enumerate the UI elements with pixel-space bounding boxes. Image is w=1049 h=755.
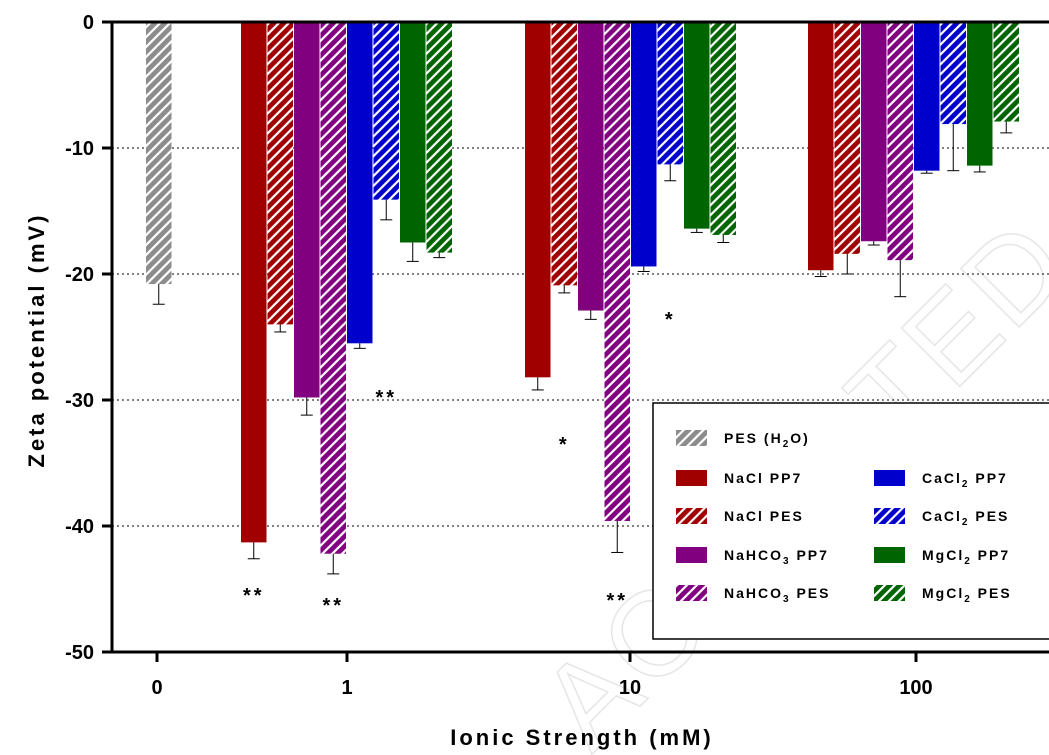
bar — [400, 22, 426, 243]
legend-swatch — [676, 547, 707, 563]
y-tick-label: -40 — [65, 516, 94, 538]
bar — [320, 22, 346, 554]
legend-swatch — [676, 508, 707, 524]
significance-marker: ** — [606, 590, 628, 612]
significance-marker: * — [559, 434, 570, 456]
legend-label: MgCl2 PP7 — [922, 547, 1010, 567]
legend: PES (H2O) NaCl PP7 NaCl PES NaHCO3 PP7 NaHCO… — [652, 402, 1049, 640]
bar — [940, 22, 966, 125]
legend-label: CaCl2 PP7 — [922, 470, 1008, 490]
bar — [993, 22, 1019, 122]
y-tick-label: -50 — [65, 642, 94, 664]
x-tick-label: 100 — [899, 677, 932, 699]
bar — [426, 22, 452, 253]
bar — [146, 22, 172, 285]
legend-swatch — [676, 470, 707, 486]
significance-annotations: ** ******** — [243, 309, 676, 617]
bar — [808, 22, 834, 271]
significance-marker: ** — [375, 387, 397, 409]
bar — [657, 22, 683, 165]
bar — [294, 22, 320, 398]
significance-marker: * — [665, 309, 676, 331]
x-tick-label: 0 — [151, 677, 162, 699]
bar — [267, 22, 293, 325]
bar — [914, 22, 940, 171]
bar — [967, 22, 993, 166]
bars — [146, 22, 1019, 575]
x-tick-label: 10 — [619, 677, 641, 699]
bar — [887, 22, 913, 261]
legend-box — [652, 402, 1049, 640]
legend-label: NaCl PP7 — [724, 470, 802, 486]
legend-swatch — [676, 430, 707, 446]
legend-label: NaHCO3 PP7 — [724, 547, 829, 567]
bar — [578, 22, 604, 311]
bar — [551, 22, 577, 286]
significance-marker: ** — [322, 595, 344, 617]
bar — [684, 22, 710, 229]
legend-label: MgCl2 PES — [922, 585, 1012, 605]
bar — [241, 22, 267, 543]
bar — [347, 22, 373, 344]
bar — [604, 22, 630, 521]
bar — [861, 22, 887, 242]
y-axis-title: Zeta potential (mV) — [24, 212, 49, 467]
y-tick-label: -10 — [65, 138, 94, 160]
y-tick-label: -20 — [65, 264, 94, 286]
legend-swatch — [874, 470, 905, 486]
legend-label: NaCl PES — [724, 508, 804, 524]
legend-label: CaCl2 PES — [922, 508, 1009, 528]
axes: 0 -10 -20 -30 -40 -50 0 1 10 100 — [65, 12, 1049, 699]
y-tick-label: -30 — [65, 390, 94, 412]
legend-swatch — [874, 547, 905, 563]
legend-swatch — [676, 585, 707, 601]
bar — [525, 22, 551, 378]
legend-swatch — [874, 585, 905, 601]
y-tick-label: 0 — [83, 12, 94, 34]
legend-label: NaHCO3 PES — [724, 585, 830, 605]
bar — [631, 22, 657, 267]
bar — [834, 22, 860, 254]
bar — [373, 22, 399, 200]
legend-swatch — [874, 508, 905, 524]
x-axis-title: Ionic Strength (mM) — [450, 725, 714, 750]
bar — [710, 22, 736, 235]
legend-label: PES (H2O) — [724, 430, 810, 450]
x-tick-label: 1 — [341, 677, 352, 699]
significance-marker: ** — [243, 585, 265, 607]
